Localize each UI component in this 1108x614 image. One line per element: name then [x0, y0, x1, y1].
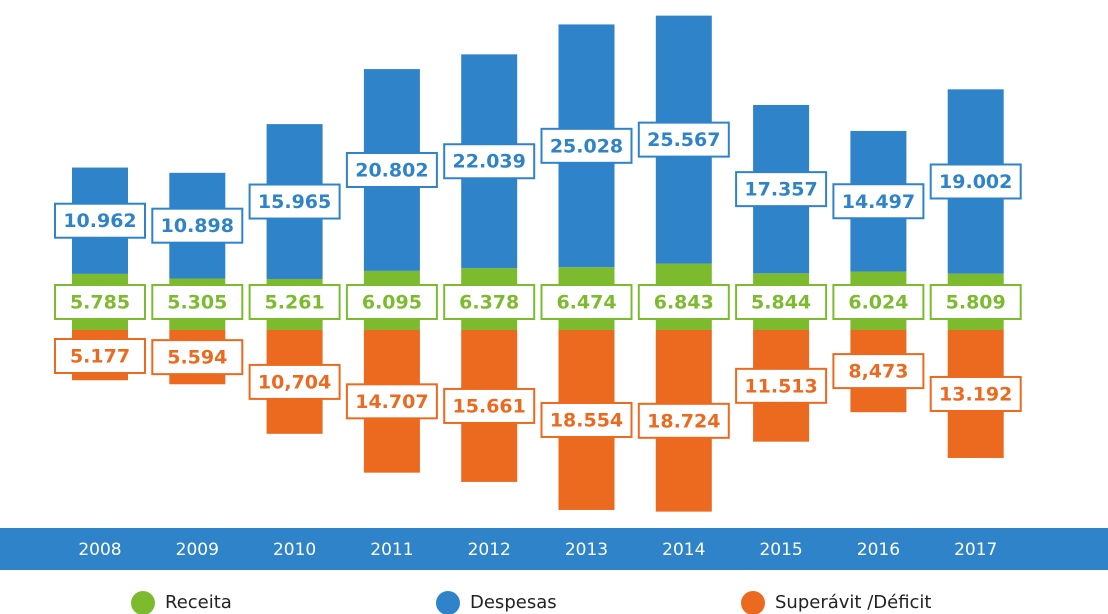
- legend-swatch: [131, 591, 155, 614]
- value-label: 19.002: [939, 171, 1012, 193]
- x-tick-label: 2017: [954, 540, 997, 560]
- value-label: 15.965: [258, 191, 331, 213]
- value-label-box: [54, 284, 146, 320]
- value-label: 13.192: [939, 383, 1012, 405]
- legend-swatch: [741, 591, 765, 614]
- value-label-box: [735, 171, 828, 208]
- value-label-box: [832, 284, 925, 320]
- value-label: 5.177: [70, 346, 130, 368]
- value-label-box: [540, 284, 633, 320]
- x-tick-label: 2015: [759, 540, 802, 560]
- value-label: 10,704: [258, 371, 331, 393]
- x-tick-label: 2009: [176, 540, 219, 560]
- value-label: 8,473: [848, 361, 908, 383]
- legend-label: Receita: [165, 592, 232, 613]
- value-label-box: [151, 339, 244, 376]
- value-label: 11.513: [744, 375, 817, 397]
- value-label-box: [443, 284, 536, 320]
- value-label-box: [443, 143, 536, 180]
- value-label: 18.554: [550, 409, 623, 431]
- x-tick-label: 2014: [662, 540, 705, 560]
- value-label-box: [735, 367, 828, 404]
- value-label-box: [929, 375, 1022, 412]
- value-label: 10.962: [63, 210, 136, 232]
- x-tick-label: 2010: [273, 540, 316, 560]
- value-label: 5.785: [70, 292, 130, 314]
- year-band: [0, 528, 1108, 570]
- value-label: 18.724: [647, 410, 720, 432]
- value-label-box: [637, 284, 730, 320]
- value-label-box: [540, 401, 633, 438]
- value-label: 6.378: [459, 292, 519, 314]
- value-label: 5.594: [167, 347, 227, 369]
- x-tick-label: 2008: [78, 540, 121, 560]
- legend-swatch: [436, 591, 460, 614]
- value-label-box: [151, 207, 244, 244]
- value-label-box: [637, 121, 730, 158]
- value-label-box: [832, 353, 925, 390]
- value-label: 17.357: [744, 179, 817, 201]
- value-label: 5.809: [946, 292, 1006, 314]
- value-label: 25.567: [647, 129, 720, 151]
- value-label: 6.843: [654, 292, 714, 314]
- value-label-box: [443, 387, 536, 424]
- value-label: 5.844: [751, 292, 811, 314]
- value-label: 25.028: [550, 135, 623, 157]
- value-label-box: [735, 284, 828, 320]
- value-label-box: [248, 284, 341, 320]
- value-label: 10.898: [161, 215, 234, 237]
- value-label: 20.802: [355, 159, 428, 181]
- value-label-box: [151, 284, 244, 320]
- value-label-box: [929, 163, 1022, 200]
- value-label: 5.261: [265, 292, 325, 314]
- value-label: 6.474: [556, 292, 616, 314]
- value-label-box: [345, 383, 438, 420]
- value-label-box: [540, 127, 633, 164]
- value-label-box: [832, 183, 925, 220]
- value-label: 14.707: [355, 391, 428, 413]
- x-tick-label: 2013: [565, 540, 608, 560]
- value-label: 15.661: [453, 395, 526, 417]
- value-label: 22.039: [453, 151, 526, 173]
- value-label: 14.497: [842, 191, 915, 213]
- x-tick-label: 2012: [468, 540, 511, 560]
- value-label-box: [248, 363, 341, 400]
- value-label-box: [248, 183, 341, 220]
- value-label-box: [345, 284, 438, 320]
- value-label-box: [929, 284, 1022, 320]
- legend-label: Superávit /Déficit: [775, 592, 932, 613]
- value-label: 6.024: [848, 292, 908, 314]
- x-tick-label: 2016: [857, 540, 900, 560]
- value-label-box: [54, 338, 146, 374]
- value-label-box: [345, 151, 438, 188]
- x-tick-label: 2011: [370, 540, 413, 560]
- value-label: 5.305: [167, 292, 227, 314]
- legend-label: Despesas: [470, 592, 557, 613]
- value-label-box: [54, 202, 146, 239]
- value-label: 6.095: [362, 292, 422, 314]
- value-label-box: [637, 402, 730, 439]
